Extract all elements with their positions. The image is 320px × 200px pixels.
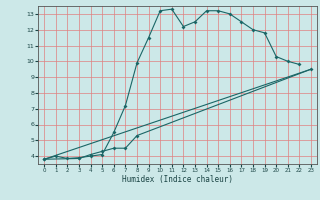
X-axis label: Humidex (Indice chaleur): Humidex (Indice chaleur)	[122, 175, 233, 184]
Title: Courbe de l'humidex pour Kotsoy: Courbe de l'humidex pour Kotsoy	[166, 5, 189, 6]
